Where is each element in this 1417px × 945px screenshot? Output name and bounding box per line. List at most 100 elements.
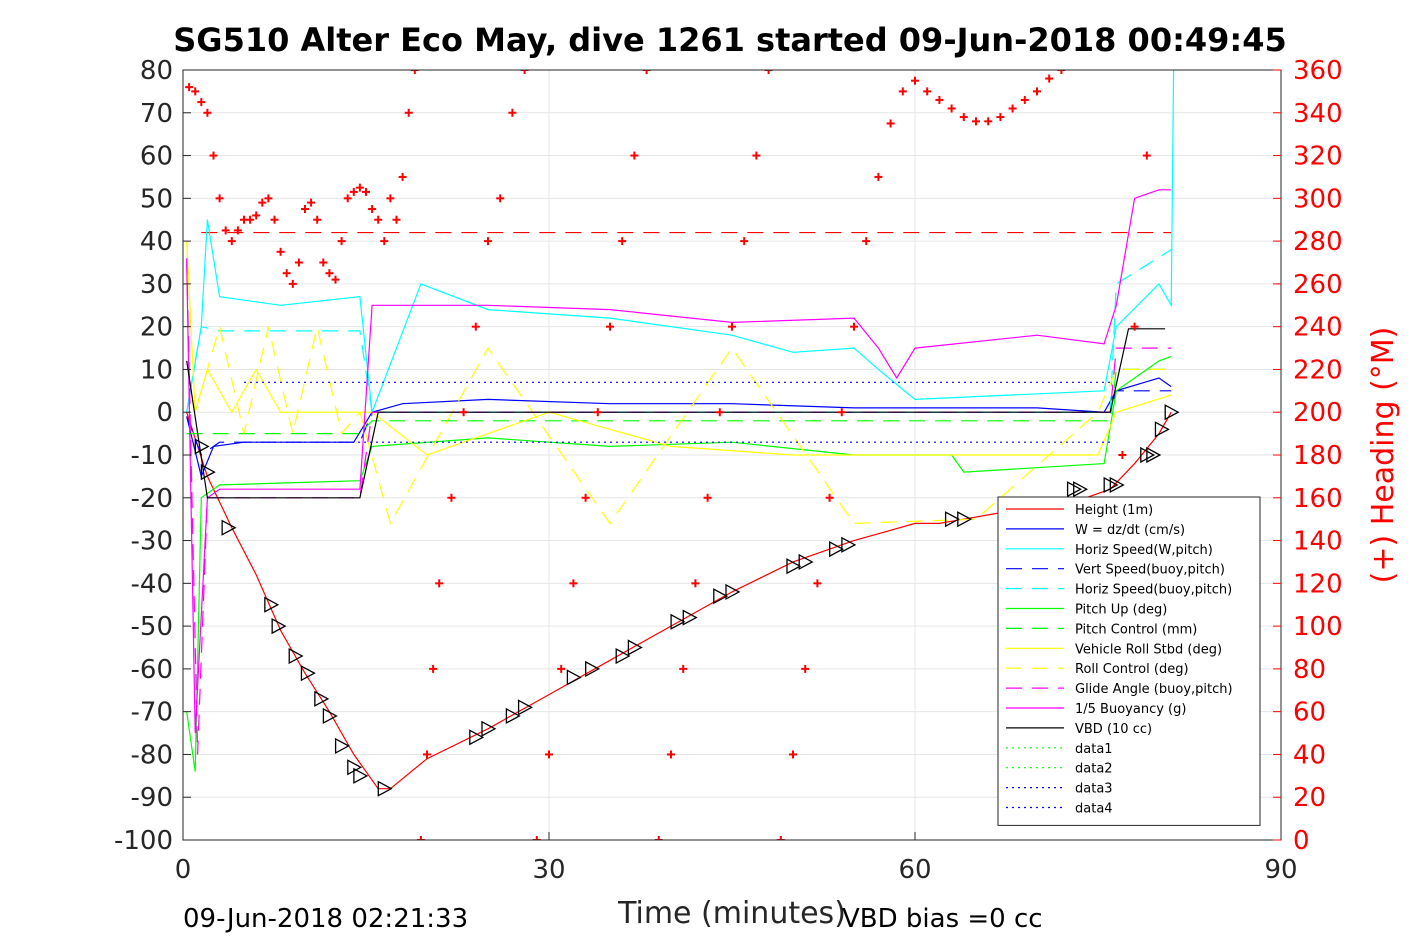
heading-point — [233, 226, 242, 235]
heading-point — [776, 836, 785, 840]
dive-marker — [221, 519, 237, 536]
dive-marker — [517, 699, 533, 716]
y-tick-label: 80 — [140, 56, 173, 86]
heading-point — [392, 215, 401, 224]
heading-point — [557, 664, 566, 673]
heading-point — [1142, 151, 1151, 160]
heading-point — [630, 151, 639, 160]
x-tick-label: 90 — [1264, 855, 1297, 885]
legend: Height (1m) W = dz/dt (cm/s) Horiz Speed(W… — [997, 496, 1261, 826]
heading-point — [1020, 95, 1029, 104]
heading-point — [789, 750, 797, 759]
y-tick-label: -80 — [131, 740, 173, 770]
heading-point — [374, 215, 383, 224]
legend-entry-15: data4 — [1075, 802, 1113, 817]
series-line-8 — [186, 241, 1172, 525]
legend-box — [997, 496, 1261, 826]
dive-marker — [200, 464, 216, 481]
y-axis-left: 80 70 60 50 40 30 20 10 0 -10 -20 -30 -40 -50 -60 -70 -8… — [114, 56, 191, 856]
dive-marker — [615, 647, 631, 665]
heading-point — [386, 194, 395, 203]
heading-point — [508, 108, 517, 117]
y-tick-label: -30 — [131, 527, 173, 557]
y2-tick-label: 200 — [1293, 398, 1343, 428]
legend-entry-7: Vehicle Roll Stbd (deg) — [1075, 642, 1222, 657]
legend-entry-9: Glide Angle (buoy,pitch) — [1075, 682, 1233, 697]
heading-point — [532, 836, 541, 840]
y-tick-label: -70 — [131, 698, 173, 728]
heading-point — [307, 198, 316, 207]
dive-marker — [288, 647, 304, 665]
heading-point — [679, 664, 688, 673]
y2-tick-label: 40 — [1293, 740, 1326, 770]
y-tick-label: -90 — [131, 783, 173, 813]
x-tick-label: 60 — [898, 855, 931, 885]
heading-point — [935, 95, 944, 104]
heading-point — [715, 408, 724, 417]
y2-tick-label: 0 — [1293, 826, 1310, 856]
heading-point — [325, 269, 334, 278]
y-tick-label: -50 — [131, 612, 173, 642]
heading-point — [404, 108, 413, 117]
heading-point — [1033, 87, 1041, 96]
footer-vbd-bias: VBD bias =0 cc — [842, 904, 1043, 934]
dive-marker — [505, 707, 521, 725]
dive-marker — [353, 767, 369, 784]
heading-point — [911, 76, 919, 85]
heading-point — [191, 87, 200, 96]
y2-tick-label: 220 — [1293, 355, 1343, 385]
y2-tick-label: 260 — [1293, 270, 1343, 300]
y2-tick-label: 100 — [1293, 612, 1343, 642]
y2-tick-label: 20 — [1293, 783, 1326, 813]
heading-point — [319, 258, 328, 267]
heading-point — [185, 83, 194, 92]
series-line-7 — [186, 241, 1172, 456]
heading-point — [355, 183, 364, 192]
heading-point — [368, 205, 377, 214]
heading-point — [1057, 70, 1066, 74]
heading-point — [972, 117, 980, 126]
x-tick-label: 30 — [532, 855, 565, 885]
series-line-3 — [186, 390, 1172, 456]
heading-point — [270, 215, 279, 224]
heading-point — [313, 215, 322, 224]
heading-point — [416, 836, 425, 840]
dive-marker — [314, 690, 330, 707]
dive-marker — [469, 729, 485, 746]
y2-tick-label: 240 — [1293, 313, 1343, 343]
heading-point — [410, 70, 419, 74]
heading-point — [288, 279, 297, 288]
y2-tick-label: 300 — [1293, 184, 1343, 214]
heading-point — [545, 750, 553, 759]
y-tick-label: -40 — [131, 569, 173, 599]
heading-point — [349, 187, 358, 196]
y-tick-label: -60 — [131, 655, 173, 685]
heading-point — [264, 194, 273, 203]
heading-point — [1130, 322, 1139, 331]
heading-point — [1045, 74, 1054, 83]
dive-marker — [1073, 481, 1089, 498]
footer-timestamp: 09-Jun-2018 02:21:33 — [183, 904, 468, 934]
legend-entry-2: Horiz Speed(W,pitch) — [1075, 543, 1213, 558]
heading-point — [959, 113, 968, 122]
legend-entry-0: Height (1m) — [1075, 503, 1153, 518]
heading-point — [593, 408, 602, 417]
heading-point — [1118, 451, 1127, 459]
heading-point — [764, 70, 773, 74]
dive-marker — [566, 669, 582, 686]
heading-point — [898, 87, 907, 96]
dive-marker — [1164, 404, 1180, 421]
dive-marker — [334, 737, 350, 754]
y2-tick-label: 360 — [1293, 56, 1343, 86]
dive-marker — [841, 536, 857, 553]
y-tick-label: 30 — [140, 270, 173, 300]
dive-marker — [1146, 446, 1162, 464]
dive-marker — [481, 720, 497, 737]
y2-tick-label: 140 — [1293, 527, 1343, 557]
heading-point — [984, 117, 993, 126]
heading-point — [740, 237, 749, 246]
dive-marker — [798, 553, 814, 571]
heading-point — [520, 70, 529, 74]
heading-point — [282, 269, 291, 278]
legend-entry-8: Roll Control (deg) — [1075, 662, 1189, 677]
